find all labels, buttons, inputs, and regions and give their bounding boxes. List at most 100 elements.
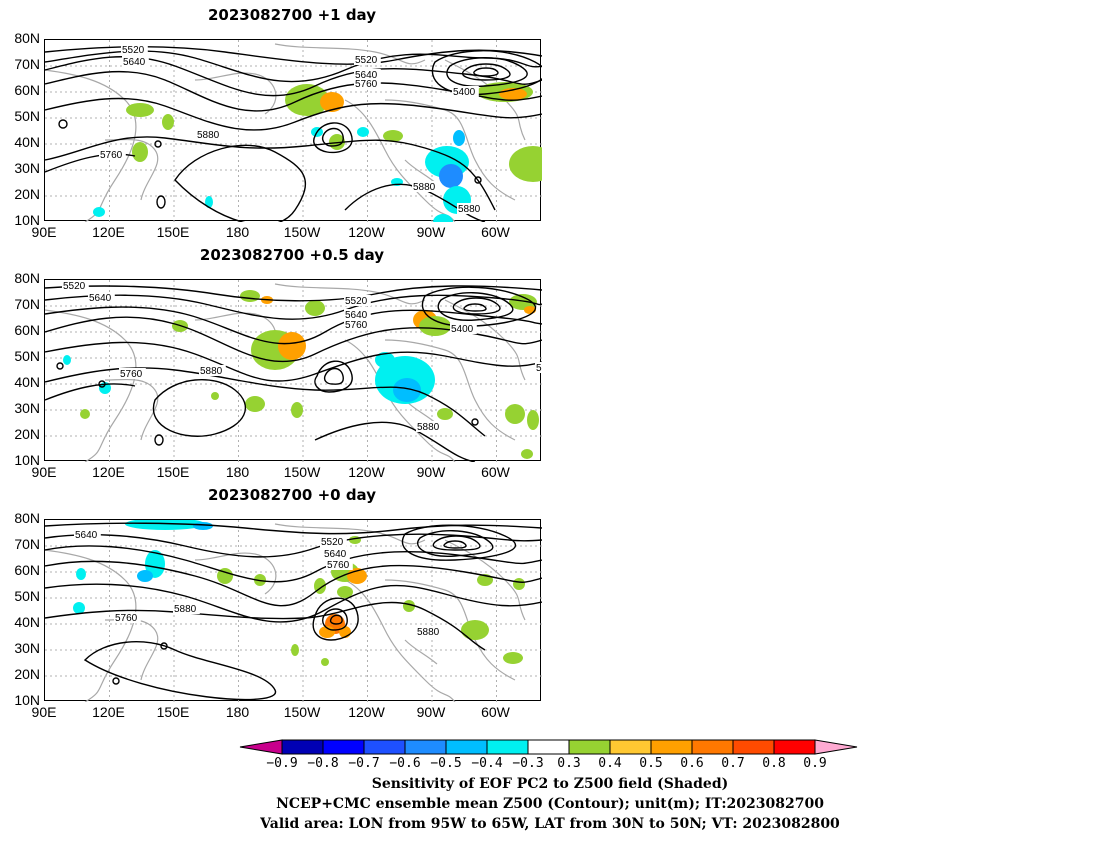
- colorbar-high-arrow: [814, 739, 858, 755]
- shaded-region: [193, 522, 213, 530]
- contour-label: 5880: [197, 130, 220, 141]
- shaded-region: [437, 408, 453, 420]
- contour-label-bg: [320, 536, 347, 547]
- colorbar-tick-label: −0.7: [348, 756, 380, 771]
- colorbar-low-arrow: [239, 739, 283, 755]
- contour-label-bg: [354, 78, 381, 89]
- shaded-region: [245, 396, 265, 412]
- contour-label-bg: [452, 86, 479, 97]
- lat-tick-label: 20N: [14, 426, 40, 442]
- shaded-region: [125, 520, 205, 530]
- lat-tick-label: 50N: [14, 348, 40, 364]
- panel-2-map-svg: 552056405520564057605400576058805880588: [45, 280, 542, 462]
- lon-tick-label: 60W: [481, 464, 510, 480]
- contour-label-bg: [354, 54, 381, 65]
- shaded-region: [349, 536, 361, 544]
- z500-contour: [401, 524, 517, 561]
- colorbar-swatch: [773, 739, 816, 755]
- lat-tick-label: 30N: [14, 400, 40, 416]
- z500-contour: [437, 292, 514, 321]
- shaded-region: [291, 402, 303, 418]
- coastline: [404, 639, 438, 665]
- contour-label-bg: [535, 362, 542, 373]
- contour-label: 5640: [355, 70, 378, 81]
- z500-contour: [154, 434, 164, 446]
- colorbar-tick-label: −0.8: [307, 756, 339, 771]
- coastlines: [45, 43, 526, 222]
- lon-tick-label: 120E: [92, 704, 125, 720]
- contour-label: 5640: [89, 293, 112, 304]
- colorbar-swatch: [486, 739, 529, 755]
- z500-contour: [431, 50, 542, 96]
- z500-contour: [45, 316, 542, 363]
- contour-label: 5880: [174, 604, 197, 615]
- contour-label: 5760: [120, 369, 143, 380]
- contour-label-bg: [354, 69, 381, 80]
- contour-label: 5880: [417, 422, 440, 433]
- shaded-region: [513, 578, 525, 590]
- colorbar-swatch: [322, 739, 365, 755]
- coastline: [45, 69, 137, 222]
- z500-contour: [452, 297, 501, 315]
- contour-label-bg: [450, 323, 477, 334]
- coastline: [444, 299, 526, 381]
- lon-tick-label: 180: [225, 464, 250, 480]
- shaded-region: [337, 586, 353, 598]
- coastline: [344, 99, 456, 222]
- shaded-region: [419, 316, 451, 336]
- contour-label: 5760: [355, 79, 378, 90]
- lat-tick-label: 10N: [14, 692, 40, 708]
- shaded-region: [433, 214, 453, 222]
- z500-contour: [156, 195, 166, 209]
- panel-2-title: 2023082700 +0.5 day: [199, 246, 385, 264]
- z500-contour: [432, 535, 481, 551]
- lon-tick-label: 150W: [283, 704, 321, 720]
- colorbar-tick-label: −0.6: [389, 756, 421, 771]
- z500-contour: [471, 418, 479, 426]
- z500-contour: [323, 367, 344, 385]
- lon-tick-label: 90E: [31, 704, 57, 720]
- contour-label: 5880: [413, 182, 436, 193]
- contour-label: 5520: [345, 296, 368, 307]
- shaded-region: [527, 410, 539, 430]
- z500-contour: [312, 597, 359, 641]
- z500-contour: [152, 378, 247, 437]
- lon-tick-label: 90E: [31, 464, 57, 480]
- coastline: [194, 552, 277, 595]
- lat-tick-label: 70N: [14, 296, 40, 312]
- lon-tick-label: 90W: [416, 464, 446, 480]
- coastline: [384, 339, 516, 441]
- contour-label: 5760: [100, 150, 123, 161]
- contour-label-bg: [412, 181, 439, 192]
- shaded-region: [521, 449, 533, 459]
- contour-label-bg: [122, 56, 149, 67]
- contour-label: 5760: [327, 560, 350, 571]
- colorbar-tick-label: 0.3: [557, 756, 581, 771]
- lon-tick-label: 150E: [156, 704, 190, 720]
- panel-1-title: 2023082700 +1 day: [208, 6, 376, 24]
- contour-label: 5520: [63, 281, 86, 292]
- shaded-region: [211, 392, 219, 400]
- colorbar-swatch: [363, 739, 406, 755]
- contour-label: 5880: [200, 366, 223, 377]
- coastline: [384, 99, 516, 201]
- contour-label: 5400: [451, 324, 474, 335]
- lon-tick-label: 60W: [481, 224, 510, 240]
- z500-contour: [45, 136, 496, 211]
- lon-tick-label: 150W: [283, 464, 321, 480]
- coastline: [104, 378, 159, 441]
- contour-label-bg: [121, 44, 148, 55]
- coastline: [194, 72, 277, 115]
- shaded-region: [162, 114, 174, 130]
- colorbar-swatch: [527, 739, 570, 755]
- lat-tick-label: 30N: [14, 160, 40, 176]
- colorbar-swatch: [404, 739, 447, 755]
- shaded-region: [320, 92, 344, 112]
- colorbar-swatch: [732, 739, 775, 755]
- lon-tick-label: 150E: [156, 224, 190, 240]
- shaded-region: [305, 300, 325, 316]
- shaded-region: [76, 568, 86, 580]
- sensitivity-shading: [93, 82, 542, 222]
- lon-tick-label: 120W: [348, 224, 385, 240]
- contour-label: 5880: [417, 627, 440, 638]
